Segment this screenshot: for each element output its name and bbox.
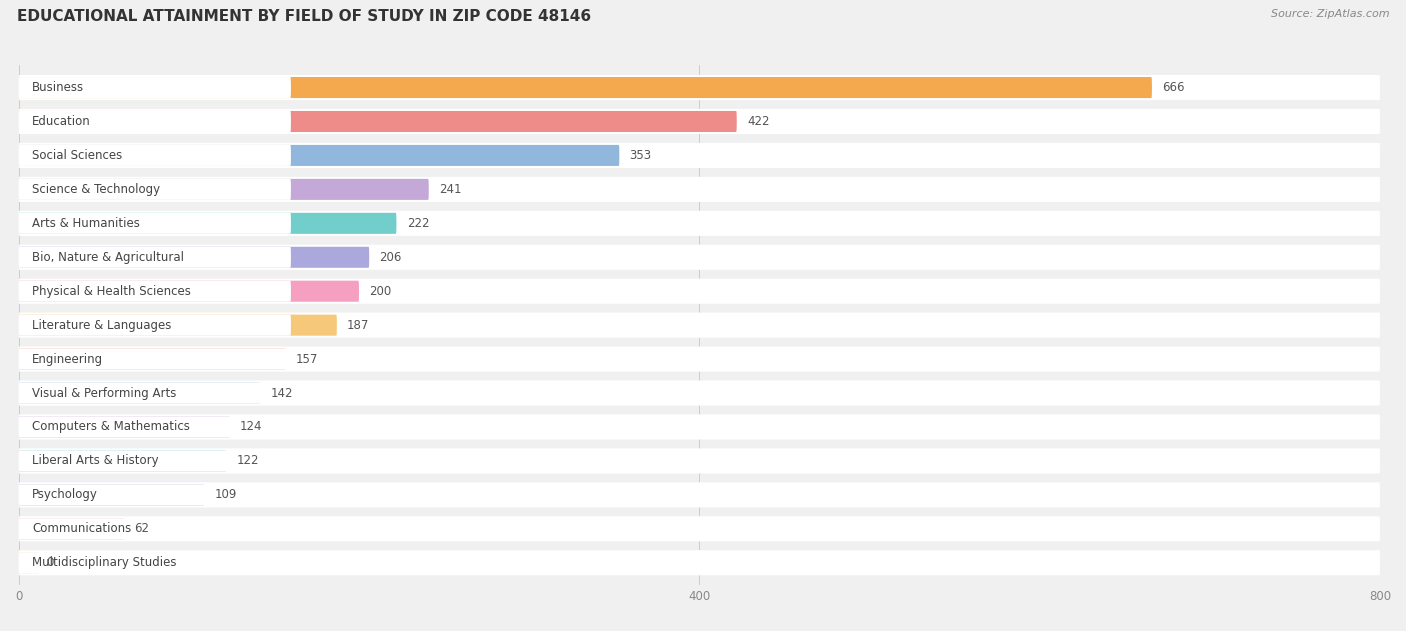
FancyBboxPatch shape <box>18 211 1379 236</box>
FancyBboxPatch shape <box>18 75 1379 100</box>
Text: 187: 187 <box>347 319 370 332</box>
FancyBboxPatch shape <box>18 348 285 370</box>
FancyBboxPatch shape <box>18 145 291 166</box>
FancyBboxPatch shape <box>18 179 429 200</box>
Text: 124: 124 <box>240 420 263 433</box>
Text: 241: 241 <box>439 183 461 196</box>
FancyBboxPatch shape <box>18 516 1379 541</box>
Text: Arts & Humanities: Arts & Humanities <box>32 217 141 230</box>
FancyBboxPatch shape <box>18 245 1379 270</box>
FancyBboxPatch shape <box>18 281 291 302</box>
Text: Source: ZipAtlas.com: Source: ZipAtlas.com <box>1271 9 1389 20</box>
FancyBboxPatch shape <box>18 111 737 132</box>
Text: Engineering: Engineering <box>32 353 104 365</box>
FancyBboxPatch shape <box>18 552 291 574</box>
FancyBboxPatch shape <box>18 179 291 200</box>
Text: 62: 62 <box>135 522 149 535</box>
Text: Education: Education <box>32 115 91 128</box>
Text: Literature & Languages: Literature & Languages <box>32 319 172 332</box>
FancyBboxPatch shape <box>18 380 1379 406</box>
FancyBboxPatch shape <box>18 109 1379 134</box>
Text: 206: 206 <box>380 251 402 264</box>
Text: 200: 200 <box>370 285 391 298</box>
Text: Bio, Nature & Agricultural: Bio, Nature & Agricultural <box>32 251 184 264</box>
Text: 222: 222 <box>406 217 429 230</box>
Text: 422: 422 <box>747 115 769 128</box>
FancyBboxPatch shape <box>18 550 1379 575</box>
Text: Multidisciplinary Studies: Multidisciplinary Studies <box>32 557 177 569</box>
FancyBboxPatch shape <box>18 552 39 574</box>
FancyBboxPatch shape <box>18 143 1379 168</box>
Text: Science & Technology: Science & Technology <box>32 183 160 196</box>
FancyBboxPatch shape <box>18 281 359 302</box>
Text: Psychology: Psychology <box>32 488 98 502</box>
FancyBboxPatch shape <box>18 247 291 268</box>
Text: EDUCATIONAL ATTAINMENT BY FIELD OF STUDY IN ZIP CODE 48146: EDUCATIONAL ATTAINMENT BY FIELD OF STUDY… <box>17 9 591 25</box>
Text: 157: 157 <box>297 353 318 365</box>
Text: 142: 142 <box>270 387 292 399</box>
FancyBboxPatch shape <box>18 416 291 437</box>
Text: 0: 0 <box>46 557 53 569</box>
FancyBboxPatch shape <box>18 382 260 404</box>
FancyBboxPatch shape <box>18 416 229 437</box>
FancyBboxPatch shape <box>18 451 291 471</box>
FancyBboxPatch shape <box>18 145 619 166</box>
FancyBboxPatch shape <box>18 213 396 234</box>
FancyBboxPatch shape <box>18 279 1379 304</box>
FancyBboxPatch shape <box>18 315 291 336</box>
Text: 353: 353 <box>630 149 651 162</box>
Text: Social Sciences: Social Sciences <box>32 149 122 162</box>
FancyBboxPatch shape <box>18 485 291 505</box>
FancyBboxPatch shape <box>18 482 1379 507</box>
Text: Business: Business <box>32 81 84 94</box>
FancyBboxPatch shape <box>18 213 291 234</box>
Text: 666: 666 <box>1163 81 1185 94</box>
FancyBboxPatch shape <box>18 451 226 471</box>
FancyBboxPatch shape <box>18 247 370 268</box>
Text: Communications: Communications <box>32 522 132 535</box>
FancyBboxPatch shape <box>18 177 1379 202</box>
FancyBboxPatch shape <box>18 111 291 132</box>
Text: Liberal Arts & History: Liberal Arts & History <box>32 454 159 468</box>
FancyBboxPatch shape <box>18 518 291 540</box>
Text: Physical & Health Sciences: Physical & Health Sciences <box>32 285 191 298</box>
FancyBboxPatch shape <box>18 315 337 336</box>
FancyBboxPatch shape <box>18 382 291 404</box>
FancyBboxPatch shape <box>18 485 204 505</box>
FancyBboxPatch shape <box>18 415 1379 440</box>
FancyBboxPatch shape <box>18 77 1152 98</box>
FancyBboxPatch shape <box>18 312 1379 338</box>
Text: 109: 109 <box>214 488 236 502</box>
Text: Computers & Mathematics: Computers & Mathematics <box>32 420 190 433</box>
FancyBboxPatch shape <box>18 348 291 370</box>
Text: Visual & Performing Arts: Visual & Performing Arts <box>32 387 177 399</box>
FancyBboxPatch shape <box>18 518 124 540</box>
Text: 122: 122 <box>236 454 259 468</box>
FancyBboxPatch shape <box>18 346 1379 372</box>
FancyBboxPatch shape <box>18 77 291 98</box>
FancyBboxPatch shape <box>18 449 1379 473</box>
